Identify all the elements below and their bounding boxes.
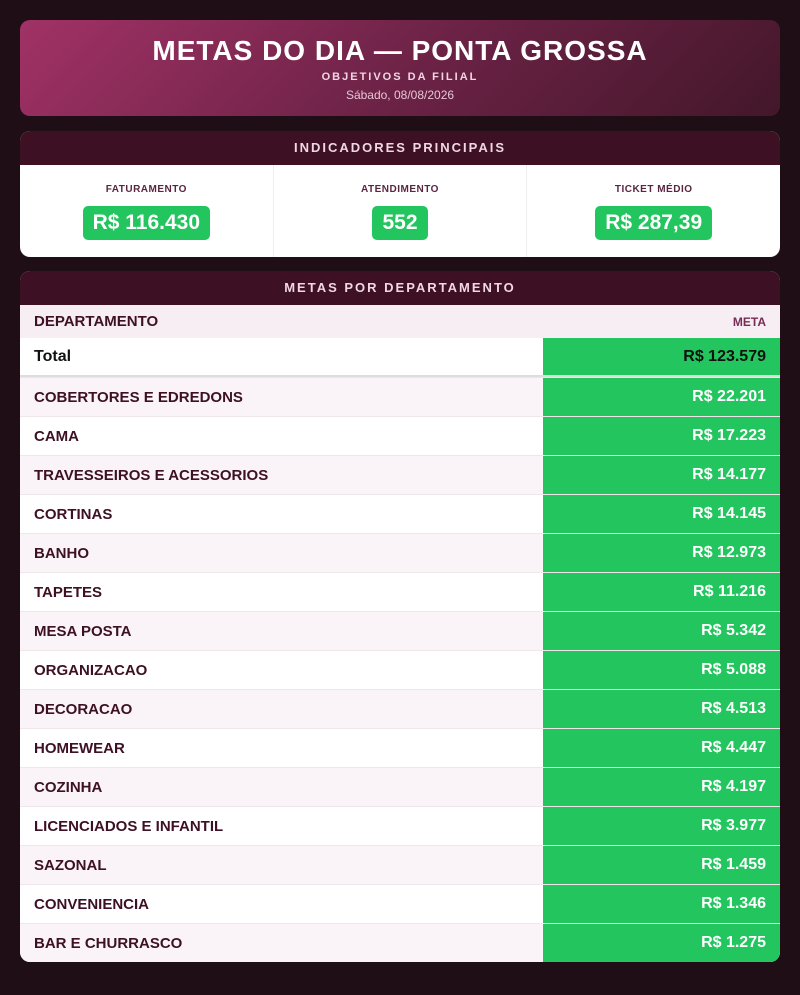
department-goal: R$ 4.447 (543, 729, 780, 767)
indicator-label: TICKET MÉDIO (614, 184, 693, 195)
indicator-value: 552 (372, 206, 428, 240)
department-row: COBERTORES E EDREDONS R$ 22.201 (20, 377, 780, 416)
column-header: DEPARTAMENTO META (20, 305, 780, 338)
department-name: DECORACAO (34, 700, 133, 718)
department-goal: R$ 11.216 (543, 573, 780, 611)
department-goal: R$ 5.342 (543, 612, 780, 650)
indicator-value-wrap: R$ 287,39 (527, 195, 780, 240)
indicator-list: FATURAMENTO R$ 116.430 ATENDIMENTO 552 TICKE… (20, 165, 780, 257)
department-row: LICENCIADOS E INFANTIL R$ 3.977 (20, 806, 780, 845)
department-goal: R$ 1.275 (543, 924, 780, 962)
department-name: ORGANIZACAO (34, 661, 148, 679)
department-goal: R$ 4.197 (543, 768, 780, 806)
department-name: SAZONAL (34, 856, 107, 874)
department-goal: R$ 17.223 (543, 417, 780, 455)
total-row: Total R$ 123.579 (20, 338, 780, 377)
indicator: TICKET MÉDIO R$ 287,39 (526, 165, 780, 257)
department-name: LICENCIADOS E INFANTIL (34, 817, 224, 835)
department-name: COZINHA (34, 778, 103, 796)
department-row: CORTINAS R$ 14.145 (20, 494, 780, 533)
column-label: DEPARTAMENTO (34, 313, 159, 330)
department-goal: R$ 1.346 (543, 885, 780, 923)
department-goal: R$ 14.145 (543, 495, 780, 533)
department-name: COBERTORES E EDREDONS (34, 388, 243, 406)
department-row: CAMA R$ 17.223 (20, 416, 780, 455)
department-goal: R$ 1.459 (543, 846, 780, 884)
indicator-label: FATURAMENTO (105, 184, 187, 195)
department-goal: R$ 3.977 (543, 807, 780, 845)
department-name: BANHO (34, 544, 89, 562)
department-name: CONVENIENCIA (34, 895, 150, 913)
department-goal: R$ 14.177 (543, 456, 780, 494)
section-title: METAS POR DEPARTAMENTO (20, 271, 780, 305)
department-name: BAR E CHURRASCO (34, 934, 183, 952)
date: Sábado, 08/08/2026 (345, 88, 455, 102)
indicator: FATURAMENTO R$ 116.430 (20, 165, 273, 257)
department-goal: R$ 12.973 (543, 534, 780, 572)
indicator-value-wrap: 552 (274, 195, 527, 240)
department-row: COZINHA R$ 4.197 (20, 767, 780, 806)
department-row: ORGANIZACAO R$ 5.088 (20, 650, 780, 689)
indicator-label: ATENDIMENTO (361, 184, 439, 195)
indicators-card: INDICADORES PRINCIPAIS FATURAMENTO R$ 116… (20, 131, 780, 257)
department-row: SAZONAL R$ 1.459 (20, 845, 780, 884)
total-value: R$ 123.579 (543, 338, 780, 375)
header-card: METAS DO DIA — PONTA GROSSA OBJETIVOS DA… (20, 20, 780, 116)
department-name: CAMA (34, 427, 79, 445)
department-row: DECORACAO R$ 4.513 (20, 689, 780, 728)
column-label: META (732, 314, 766, 329)
department-row: CONVENIENCIA R$ 1.346 (20, 884, 780, 923)
title: METAS DO DIA — PONTA GROSSA (152, 35, 648, 66)
indicator-value: R$ 116.430 (82, 206, 211, 240)
department-goal: R$ 4.513 (543, 690, 780, 728)
department-name: CORTINAS (34, 505, 113, 523)
department-rows: COBERTORES E EDREDONS R$ 22.201 CAMA R$ 17.… (20, 377, 780, 962)
department-row: MESA POSTA R$ 5.342 (20, 611, 780, 650)
department-name: HOMEWEAR (34, 739, 125, 757)
indicator-value: R$ 287,39 (595, 206, 713, 240)
department-name: MESA POSTA (34, 622, 132, 640)
department-row: TRAVESSEIROS E ACESSORIOS R$ 14.177 (20, 455, 780, 494)
department-goal: R$ 22.201 (543, 378, 780, 416)
department-goal: R$ 5.088 (543, 651, 780, 689)
subtitle: OBJETIVOS DA FILIAL (321, 71, 479, 83)
department-row: HOMEWEAR R$ 4.447 (20, 728, 780, 767)
department-row: BAR E CHURRASCO R$ 1.275 (20, 923, 780, 962)
total-label: Total (34, 347, 72, 365)
indicator: ATENDIMENTO 552 (272, 165, 527, 257)
department-row: TAPETES R$ 11.216 (20, 572, 780, 611)
section-title: INDICADORES PRINCIPAIS (20, 131, 780, 165)
indicator-value-wrap: R$ 116.430 (20, 195, 273, 240)
department-name: TAPETES (34, 583, 103, 601)
departments-card: METAS POR DEPARTAMENTO DEPARTAMENTO META… (20, 271, 780, 962)
department-row: BANHO R$ 12.973 (20, 533, 780, 572)
department-name: TRAVESSEIROS E ACESSORIOS (34, 466, 269, 484)
